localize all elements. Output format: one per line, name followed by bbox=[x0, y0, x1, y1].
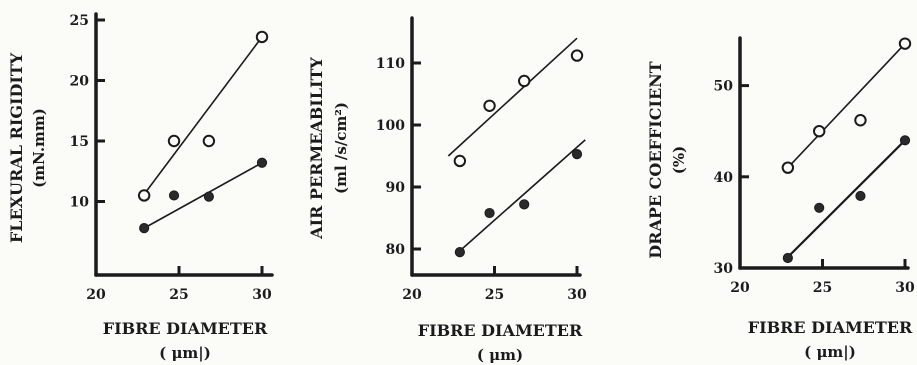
panel1-filled-point bbox=[256, 157, 268, 168]
panel2-open-point bbox=[518, 74, 531, 88]
panel1-y-axis-unit: (mN.mm) bbox=[30, 108, 48, 188]
panel3-filled-fit-line bbox=[787, 139, 906, 258]
panel3-open-fit-line bbox=[787, 43, 906, 169]
panel2-filled-point bbox=[454, 247, 465, 258]
panel3-y-tick-label: 40 bbox=[714, 170, 734, 186]
panel1-y-tick-label: 10 bbox=[70, 195, 90, 211]
panel2-y-axis-label: AIR PERMEABILITY bbox=[307, 57, 326, 240]
panel2-open-point bbox=[483, 99, 496, 112]
panel2-x-axis-unit: ( μm) bbox=[477, 346, 523, 364]
panel1-y-tick-label: 15 bbox=[70, 134, 89, 150]
panel1-open-fit-line bbox=[143, 36, 263, 195]
panel3-y-axis-unit: (%) bbox=[670, 146, 688, 174]
panel2-x-tick-label: 20 bbox=[402, 287, 422, 303]
panel1-open-point bbox=[255, 30, 269, 44]
panel3-open-point bbox=[781, 161, 795, 174]
panel1-x-axis-unit: ( μm|) bbox=[159, 344, 211, 362]
panel2-y-axis-unit: (ml /s/cm²) bbox=[332, 102, 350, 194]
panel2-open-point bbox=[570, 49, 584, 62]
panel3-filled-point bbox=[855, 190, 866, 202]
panel2-open-point bbox=[453, 154, 467, 168]
panel3-x-tick-label: 25 bbox=[813, 280, 832, 296]
panel2-filled-fit-line bbox=[459, 139, 586, 252]
panel3-y-axis-label: DRAPE COEFFICIENT bbox=[646, 61, 665, 258]
panel2-y-tick-label: 80 bbox=[386, 242, 406, 258]
panel1-y-axis-label: FLEXURAL RIGIDITY bbox=[7, 52, 26, 243]
panel1-x-tick-label: 25 bbox=[169, 287, 188, 303]
panel2-y-tick-label: 90 bbox=[386, 180, 406, 196]
panel1-filled-point bbox=[168, 190, 180, 201]
panel1-open-point bbox=[137, 189, 151, 202]
panel3-y-tick-label: 50 bbox=[714, 79, 734, 95]
panel3-filled-point bbox=[782, 252, 793, 264]
panel2-y-tick-label: 100 bbox=[376, 118, 405, 134]
panel3-x-axis-label: FIBRE DIAMETER bbox=[748, 318, 913, 337]
panel3-filled-point bbox=[899, 135, 911, 146]
panel1-x-tick-label: 30 bbox=[252, 287, 272, 303]
panel1-open-point bbox=[167, 134, 181, 148]
panel3-open-point bbox=[813, 125, 826, 138]
panel1-y-tick-label: 25 bbox=[70, 13, 89, 29]
panel3-filled-point bbox=[814, 202, 825, 213]
panel3-x-tick-label: 30 bbox=[895, 280, 915, 296]
panel2-filled-point bbox=[484, 207, 495, 219]
panel2-open-fit-line bbox=[447, 37, 578, 157]
panel1-open-point bbox=[202, 134, 216, 148]
panel1-filled-point bbox=[139, 223, 150, 234]
panel3-x-tick-label: 20 bbox=[730, 280, 750, 296]
panel3-open-point bbox=[854, 114, 867, 127]
panel1-filled-fit-line bbox=[143, 162, 263, 229]
panel3-x-axis-unit: ( μm|) bbox=[804, 343, 856, 361]
panel3-y-tick-label: 30 bbox=[714, 261, 734, 277]
panel1-x-axis-label: FIBRE DIAMETER bbox=[103, 319, 268, 338]
panel2-filled-point bbox=[571, 149, 583, 160]
panel1-x-tick-label: 20 bbox=[86, 287, 106, 303]
panel2-filled-point bbox=[519, 199, 530, 210]
panel1-y-tick-label: 20 bbox=[70, 74, 90, 90]
panel2-x-tick-label: 25 bbox=[485, 287, 504, 303]
panel1-filled-point bbox=[203, 191, 214, 202]
panel2-y-tick-label: 110 bbox=[376, 56, 405, 72]
panel3-open-point bbox=[898, 37, 912, 50]
panel2-x-tick-label: 30 bbox=[567, 287, 587, 303]
panel2-x-axis-label: FIBRE DIAMETER bbox=[418, 321, 583, 340]
